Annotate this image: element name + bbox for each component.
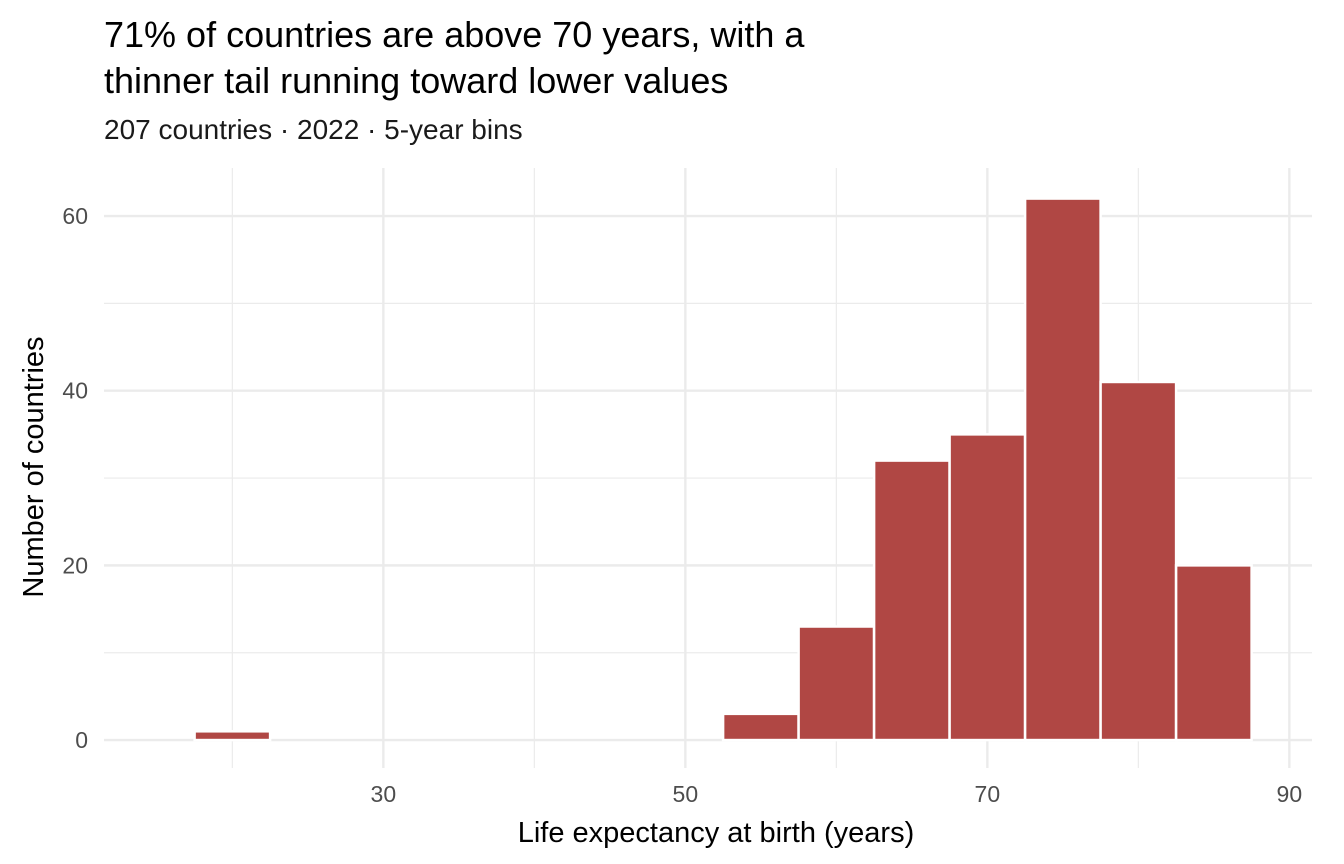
y-tick-label: 0: [75, 727, 88, 753]
histogram-bar: [1174, 564, 1253, 742]
chart-subtitle: 207 countries · 2022 · 5-year bins: [104, 114, 523, 145]
histogram-bar: [948, 433, 1027, 742]
x-tick-label: 90: [1277, 781, 1303, 807]
x-axis-label: Life expectancy at birth (years): [518, 817, 915, 849]
histogram-bar: [1099, 380, 1178, 742]
y-axis-label: Number of countries: [18, 336, 50, 597]
x-tick-label: 50: [673, 781, 699, 807]
x-tick-label: 30: [371, 781, 397, 807]
y-tick-label: 60: [62, 203, 88, 229]
y-axis-tick-labels: 0 20 40 60: [62, 203, 88, 753]
histogram-bar: [721, 712, 800, 742]
chart-title-line-1: 71% of countries are above 70 years, wit…: [104, 14, 805, 55]
histogram-bar: [797, 625, 876, 742]
x-tick-label: 70: [975, 781, 1001, 807]
chart-title-line-2: thinner tail running toward lower values: [104, 60, 729, 101]
x-axis-tick-labels: 30 50 70 90: [371, 781, 1303, 807]
y-tick-label: 40: [62, 378, 88, 404]
histogram-bar: [872, 459, 951, 742]
histogram-bar: [193, 730, 272, 742]
y-tick-label: 20: [62, 552, 88, 578]
histogram-bars: [193, 197, 1253, 742]
histogram-bar: [1023, 197, 1102, 742]
